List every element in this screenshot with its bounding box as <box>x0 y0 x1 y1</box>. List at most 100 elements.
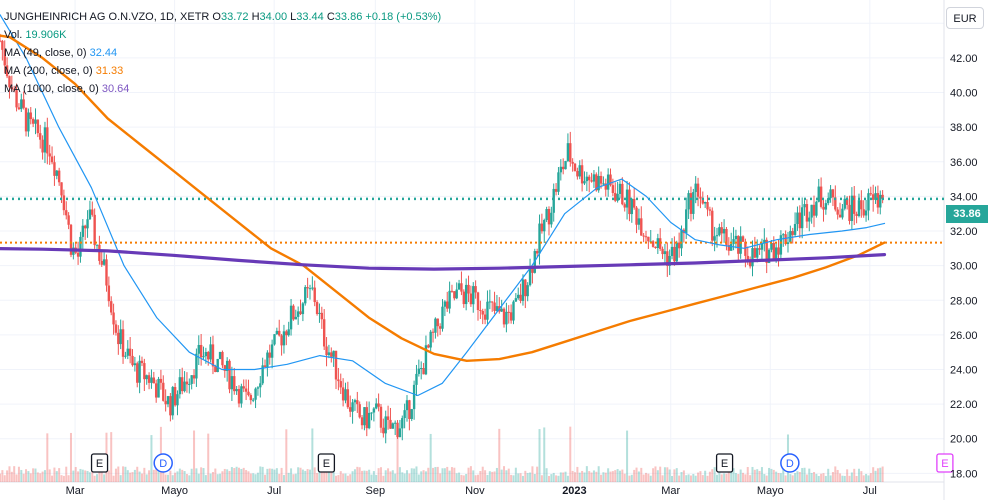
volume-bar <box>479 471 482 482</box>
candle-body <box>39 133 42 140</box>
candle-body <box>233 376 236 392</box>
candle-body <box>443 301 447 307</box>
candle-body <box>157 378 160 398</box>
candle-body <box>81 225 85 237</box>
candle-body <box>95 244 99 246</box>
candle-body <box>237 389 241 404</box>
volume-bar <box>351 471 354 482</box>
candle-body <box>782 234 785 236</box>
candle-body <box>827 198 830 204</box>
candle-body <box>1 40 4 50</box>
earnings-marker[interactable]: E <box>317 453 336 473</box>
volume-bar <box>129 472 132 482</box>
currency-button[interactable]: EUR <box>946 7 984 29</box>
dividend-marker-label: D <box>159 458 167 470</box>
volume-bar <box>585 466 588 482</box>
candle-body <box>318 312 321 314</box>
volume-bar <box>202 468 205 482</box>
candle-body <box>720 227 723 234</box>
candle-body <box>384 416 387 434</box>
volume-bar <box>694 475 697 482</box>
candle-body <box>278 330 281 336</box>
candle-body <box>535 251 539 254</box>
volume-bar <box>247 471 250 482</box>
candle-body <box>810 204 813 218</box>
symbol-title[interactable]: JUNGHEINRICH AG O.N.VZO, 1D, XETR <box>4 11 210 23</box>
candle-body <box>223 365 227 371</box>
volume-bar <box>576 466 579 482</box>
candle-body <box>701 198 704 204</box>
legend-ma200-row[interactable]: MA (200, close, 0) 31.33 <box>4 65 124 77</box>
volume-bar <box>680 472 683 482</box>
candle-body <box>79 236 82 257</box>
candle-body <box>197 344 200 354</box>
volume-bar <box>181 469 184 482</box>
volume-bar <box>103 474 106 482</box>
candle-body <box>306 287 309 289</box>
earnings-marker[interactable]: E <box>715 453 734 473</box>
volume-bar <box>469 466 472 482</box>
candle-body <box>507 311 510 313</box>
volume-bar <box>675 468 678 482</box>
candle-body <box>829 189 832 199</box>
earnings-marker-label: E <box>721 458 728 470</box>
volume-bar <box>742 472 745 482</box>
candle-body <box>604 183 607 190</box>
candle-body <box>221 351 224 366</box>
candle-body <box>770 242 773 250</box>
volume-bar <box>595 471 598 482</box>
low-value: 33.44 <box>296 11 324 23</box>
candle-body <box>178 377 182 395</box>
y-tick-label: 20.00 <box>950 434 978 446</box>
volume-bar <box>375 474 378 482</box>
high-value: 34.00 <box>259 11 288 23</box>
earnings-marker[interactable]: E <box>936 453 954 473</box>
volume-bar <box>623 473 626 482</box>
volume-bar <box>559 472 562 482</box>
volume-bar <box>711 469 714 482</box>
candle-body <box>841 208 844 218</box>
x-tick-label: Sep <box>366 485 386 497</box>
candle-body <box>881 194 884 199</box>
earnings-marker-box <box>90 453 109 473</box>
candle-body <box>777 247 780 255</box>
candle-body <box>386 416 390 420</box>
earnings-marker[interactable]: E <box>90 453 109 473</box>
candle-body <box>545 208 548 220</box>
volume-bar <box>715 474 718 482</box>
dividend-marker[interactable]: D <box>780 453 800 473</box>
candle-body <box>621 183 624 205</box>
volume-bar <box>701 475 704 482</box>
candle-body <box>734 235 738 240</box>
candle-body <box>424 345 428 375</box>
volume-bar <box>406 470 409 482</box>
candle-body <box>661 248 664 255</box>
candle-body <box>268 352 271 358</box>
volume-bar <box>727 466 730 482</box>
volume-bar <box>848 475 851 482</box>
volume-bar <box>98 466 101 482</box>
candle-body <box>365 407 368 429</box>
dividend-marker[interactable]: D <box>153 453 173 473</box>
candle-body <box>263 365 267 367</box>
volume-bar <box>27 471 30 482</box>
legend-ma49-row[interactable]: MA (49, close, 0) 32.44 <box>4 47 118 59</box>
candle-body <box>874 193 877 200</box>
volume-bar <box>100 472 103 482</box>
candle-body <box>410 409 413 419</box>
candle-body <box>479 310 482 312</box>
volume-bar <box>550 474 553 482</box>
candle-body <box>107 285 111 302</box>
volume-bar <box>228 470 231 482</box>
legend-ma1000-row[interactable]: MA (1000, close, 0) 30.64 <box>4 83 130 95</box>
candle-body <box>188 383 191 385</box>
volume-bar <box>188 475 191 482</box>
volume-bar <box>58 468 61 482</box>
candle-body <box>694 183 697 193</box>
volume-bar <box>668 469 671 482</box>
volume-bar <box>51 475 54 482</box>
volume-bar <box>817 475 820 482</box>
candle-body <box>722 228 726 234</box>
legend-volume-row[interactable]: Vol. 19.906K <box>4 29 67 41</box>
